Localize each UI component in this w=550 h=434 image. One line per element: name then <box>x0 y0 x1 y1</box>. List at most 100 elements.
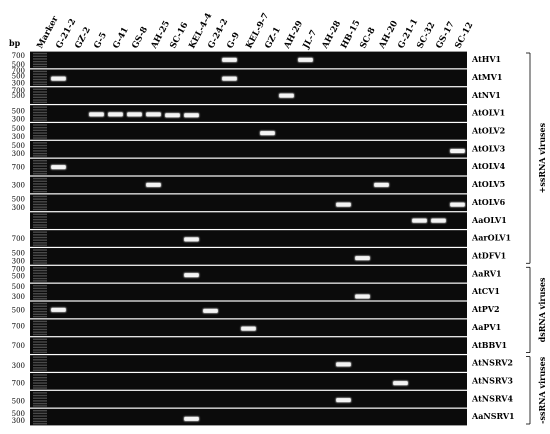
bp-size-label: 300 <box>12 150 25 158</box>
marker-ladder-band <box>33 239 47 241</box>
marker-ladder-band <box>33 124 47 126</box>
marker-ladder-band <box>33 394 47 397</box>
marker-ladder-band <box>33 65 47 68</box>
virus-group-label: dsRNA viruses <box>537 277 547 342</box>
gel-band <box>184 416 199 421</box>
marker-ladder-band <box>33 101 47 104</box>
marker-ladder-band <box>33 331 47 333</box>
gel-band <box>431 218 446 223</box>
marker-ladder-band <box>33 91 47 93</box>
gel-row-strip <box>30 337 467 354</box>
gel-band <box>146 182 161 187</box>
marker-ladder-band <box>33 385 47 387</box>
marker-ladder-band <box>33 114 47 116</box>
gel-band <box>222 57 237 62</box>
marker-ladder-band <box>33 310 47 313</box>
lane-label: G-5 <box>92 31 109 51</box>
marker-ladder-band <box>33 418 47 420</box>
marker-ladder-band <box>33 190 47 193</box>
marker-ladder-band <box>33 137 47 139</box>
marker-ladder-band <box>33 63 47 65</box>
gel-row-strip <box>30 373 467 390</box>
marker-ladder-band <box>33 99 47 101</box>
marker-ladder-band <box>33 201 47 203</box>
bp-size-label: 700 <box>12 52 25 60</box>
gel-row-strip <box>30 408 467 426</box>
gel-row-strip <box>30 230 467 247</box>
marker-ladder-band <box>33 185 47 188</box>
bp-size-label: 500 <box>12 92 25 100</box>
gel-band <box>355 294 370 299</box>
bp-size-label: 300 <box>12 133 25 141</box>
marker-ladder-band <box>33 346 47 349</box>
gel-row-strip <box>30 355 467 372</box>
marker-ladder-band <box>33 83 47 86</box>
bp-size-label: 700 <box>12 87 25 95</box>
lane-label: SC-8 <box>358 26 377 51</box>
virus-name-label: AtDFV1 <box>471 251 506 261</box>
virus-name-label: AaOLV1 <box>471 215 507 225</box>
marker-ladder-band <box>33 81 47 83</box>
virus-name-label: AtHV1 <box>471 54 501 64</box>
marker-ladder-band <box>33 188 47 190</box>
bp-size-label: 700 <box>12 323 25 331</box>
marker-ladder-band <box>33 218 47 221</box>
marker-ladder-band <box>33 374 47 376</box>
gel-band <box>412 218 427 223</box>
gel-band <box>450 149 465 153</box>
gel-band <box>203 308 218 313</box>
marker-ladder-band <box>33 165 47 167</box>
marker-ladder-band <box>33 224 47 226</box>
lane-label: G-9 <box>225 31 242 51</box>
marker-ladder-band <box>33 244 47 246</box>
marker-ladder-band <box>33 162 47 165</box>
marker-ladder-band <box>33 280 47 282</box>
marker-ladder-band <box>33 328 47 331</box>
gel-row-strip <box>30 105 467 122</box>
marker-ladder-band <box>33 293 47 295</box>
marker-ladder-band <box>33 231 47 233</box>
marker-ladder-band <box>33 88 47 90</box>
marker-ladder-band <box>33 147 47 149</box>
virus-name-label: AaRV1 <box>471 268 502 278</box>
marker-ladder-band <box>33 206 47 208</box>
marker-ladder-band <box>33 180 47 182</box>
marker-ladder-band <box>33 367 47 369</box>
marker-ladder-band <box>33 70 47 73</box>
gel-band <box>108 112 123 117</box>
marker-ladder-band <box>33 269 47 272</box>
marker-ladder-band <box>33 262 47 264</box>
marker-ladder-band <box>33 290 47 292</box>
gel-row-strip <box>30 51 467 69</box>
marker-ladder-band <box>33 226 47 229</box>
marker-ladder-band <box>33 111 47 114</box>
marker-ladder-band <box>33 410 47 412</box>
lane-label: GZ-2 <box>73 25 93 50</box>
gel-band <box>165 113 180 118</box>
marker-ladder-band <box>33 60 47 63</box>
bp-size-label: 500 <box>12 142 25 150</box>
marker-ladder-band <box>33 183 47 185</box>
bp-size-label: 500 <box>12 73 25 81</box>
lane-label: GZ-1 <box>263 25 283 50</box>
virus-name-label: AtPV2 <box>471 304 500 314</box>
marker-ladder-band <box>33 221 47 224</box>
bp-size-label: 700 <box>12 67 25 75</box>
marker-ladder-band <box>33 400 47 402</box>
marker-ladder-band <box>33 76 47 78</box>
gel-band <box>184 237 199 242</box>
gel-band <box>222 76 237 81</box>
marker-ladder-band <box>33 287 47 290</box>
marker-ladder-band <box>33 397 47 399</box>
marker-ladder-band <box>33 356 47 358</box>
marker-ladder-band <box>33 119 47 121</box>
bp-size-label: 300 <box>12 80 25 88</box>
marker-ladder-band <box>33 402 47 405</box>
marker-ladder-band <box>33 152 47 155</box>
marker-ladder-band <box>33 73 47 75</box>
marker-ladder-band <box>33 351 47 354</box>
gel-band <box>51 76 66 81</box>
virus-name-label: AtOLV1 <box>471 108 505 118</box>
marker-ladder-band <box>33 295 47 298</box>
marker-ladder-band <box>33 338 47 340</box>
